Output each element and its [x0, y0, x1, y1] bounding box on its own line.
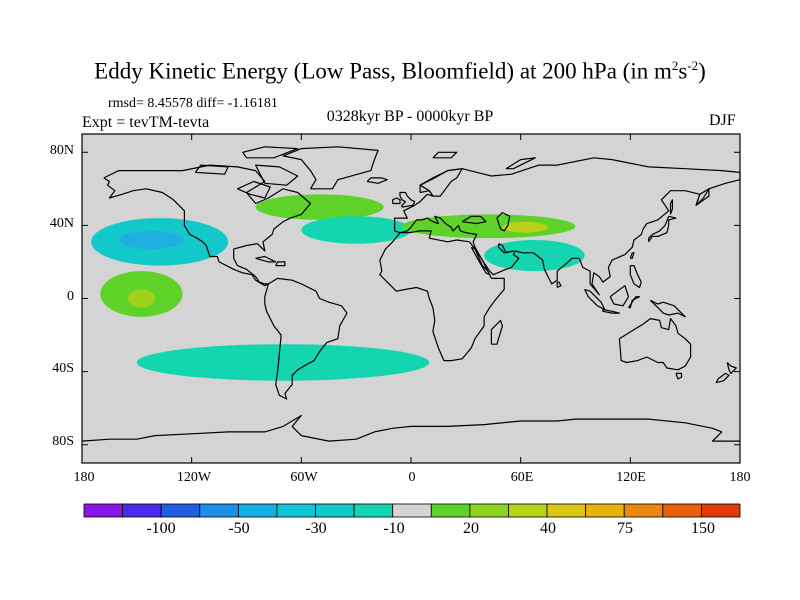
lon-tick-label: 120E	[616, 470, 646, 485]
colorbar-swatch	[430, 503, 471, 518]
coastline-australia	[618, 318, 692, 371]
lat-tick-label: 80S	[52, 434, 74, 449]
colorbar-swatch	[315, 503, 355, 518]
colorbar-swatch	[469, 503, 509, 518]
season-label: DJF	[709, 112, 736, 129]
coastlines	[81, 146, 741, 442]
colorbar-label: 20	[463, 520, 479, 537]
colorbar-swatch	[160, 503, 201, 518]
lon-tick-label: 180	[73, 470, 95, 485]
coastline-hispaniola	[275, 261, 286, 267]
colorbar-swatch	[122, 503, 162, 518]
coastline-new-guinea	[649, 299, 686, 318]
lat-tick-label: 80N	[49, 143, 74, 158]
coastline-kamchatka-isl	[695, 188, 710, 206]
coastline-svalbard	[432, 151, 458, 159]
coastline-scandinavia-fill	[419, 168, 463, 197]
anomaly-region-north-pacific-core	[118, 230, 183, 250]
coastline-sulawesi	[628, 296, 641, 309]
colorbar-swatch	[585, 503, 625, 518]
coastline-tasmania	[675, 372, 683, 380]
coastline-south-america	[264, 277, 348, 400]
lon-tick-label: 180	[729, 470, 751, 485]
colorbar-swatch	[353, 503, 394, 518]
colorbar-swatch	[237, 503, 278, 518]
coastline-cuba	[255, 255, 277, 263]
colorbar-swatch	[392, 503, 432, 518]
colorbar-swatch	[199, 503, 239, 518]
colorbar-swatch	[546, 503, 587, 518]
coastline-ellesmere	[242, 146, 299, 159]
coastline-iceland	[366, 177, 388, 184]
coastline-ireland	[392, 197, 401, 205]
coastline-eurasia	[394, 157, 741, 296]
colorbar-swatch	[276, 503, 316, 518]
lon-tick-label: 60E	[510, 470, 534, 485]
coastline-novaya-zemlya	[505, 157, 536, 170]
colorbar-label: 40	[540, 520, 556, 537]
coastline-red-sea	[470, 246, 491, 276]
anomaly-region-atlantic-negative	[301, 216, 411, 244]
coastline-philippines	[629, 265, 642, 289]
coastline-taiwan	[629, 252, 635, 259]
axis-ticks	[81, 134, 741, 463]
coastline-sakhalin	[669, 199, 673, 215]
lon-tick-label: 120W	[176, 470, 212, 485]
coastline-java	[602, 308, 620, 314]
anomaly-regions	[91, 194, 585, 381]
colorbar-label: -100	[146, 520, 176, 537]
lon-tick-label: 60W	[290, 470, 318, 485]
lon-tick-label: 0	[408, 470, 416, 485]
coastline-baffin	[255, 164, 299, 186]
colorbar-swatch	[83, 503, 123, 518]
coastline-sri-lanka	[556, 281, 562, 289]
map-background	[82, 134, 740, 463]
map-title: Eddy Kinetic Energy (Low Pass, Bloomfiel…	[94, 58, 706, 84]
coastline-new-zealand-n	[726, 362, 737, 374]
colorbar-label: -50	[228, 520, 250, 537]
period-label: 0328kyr BP - 0000kyr BP	[326, 108, 494, 125]
colorbar-label: -30	[305, 520, 327, 537]
coastline-hudson-bay	[237, 180, 271, 199]
lat-tick-label: 40S	[52, 361, 74, 376]
experiment-label: Expt = tevTM-tevta	[82, 114, 210, 131]
coastline-greenland	[282, 146, 379, 190]
colorbar	[83, 503, 741, 518]
coastline-borneo	[609, 285, 630, 307]
coastline-uk	[399, 191, 416, 208]
anomaly-region-subtropical-pacific-core	[127, 289, 156, 308]
coastline-new-zealand-s	[715, 372, 730, 384]
coastline-arabian-gulf	[498, 243, 514, 254]
coastline-north-america	[103, 164, 312, 287]
colorbar-swatch	[701, 503, 741, 518]
anomaly-region-north-atlantic-positive	[255, 194, 384, 220]
coastline-caspian	[496, 212, 511, 232]
anomaly-region-eurasia-jet-core	[502, 221, 549, 233]
anomaly-region-south-asia-negative	[484, 240, 585, 272]
coastline-victoria-isl	[194, 164, 229, 175]
colorbar-swatch	[508, 503, 548, 518]
colorbar-label: -10	[383, 520, 405, 537]
lat-tick-label: 0	[67, 289, 74, 304]
coastline-black-sea	[461, 215, 487, 225]
colorbar-swatch	[623, 503, 664, 518]
lat-tick-label: 40N	[49, 216, 74, 231]
colorbar-label: 75	[617, 520, 633, 537]
stats-label: rmsd= 8.45578 diff= -1.16181	[108, 96, 278, 111]
colorbar-swatch	[662, 503, 702, 518]
coastline-japan	[648, 215, 677, 243]
coastline-madagascar	[490, 319, 503, 345]
colorbar-label: 150	[691, 520, 715, 537]
coastline-africa	[379, 230, 505, 362]
anomaly-region-southern-ocean-negative	[136, 344, 430, 381]
coastline-antarctica	[81, 414, 740, 442]
